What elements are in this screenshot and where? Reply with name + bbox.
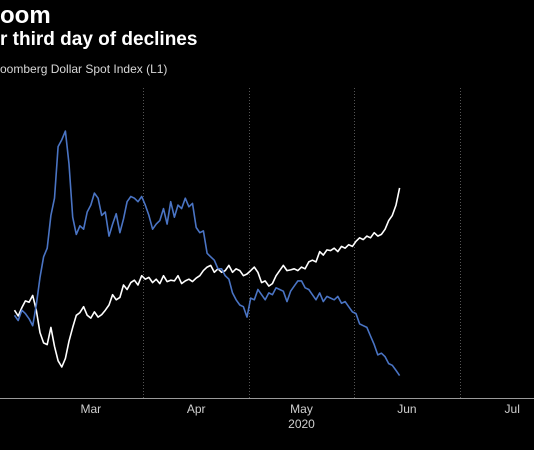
x-tick-label-apr: Apr	[187, 402, 206, 416]
legend: oomberg Dollar Spot Index (L1)	[0, 62, 167, 76]
series-line-dollar-index	[13, 187, 401, 368]
x-year-label: 2020	[288, 417, 315, 431]
x-tick-label-jul: Jul	[505, 402, 520, 416]
x-tick-label-mar: Mar	[80, 402, 101, 416]
x-tick-label-may: May	[290, 402, 313, 416]
series-line-blue	[13, 130, 401, 377]
legend-label-dollar-index: oomberg Dollar Spot Index (L1)	[0, 62, 168, 76]
chart-subtitle: r third day of declines	[0, 29, 198, 50]
x-tick-label-jun: Jun	[397, 402, 416, 416]
grid-lines	[143, 88, 461, 398]
x-axis: Mar Apr May Jun Jul 2020	[0, 398, 534, 431]
series-lines	[13, 130, 401, 377]
chart-title: oom	[0, 2, 51, 29]
